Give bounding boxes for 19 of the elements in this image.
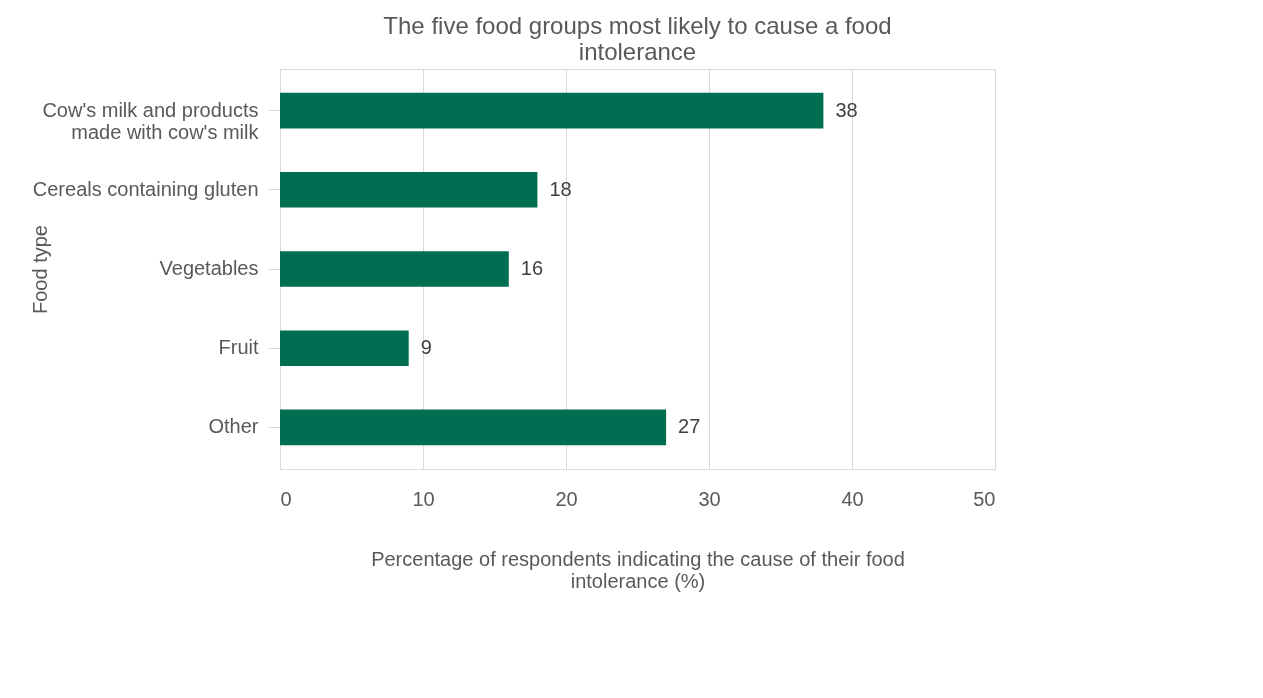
y-tick-label: Fruit (218, 336, 259, 359)
data-label: 16 (520, 257, 544, 279)
x-tick-label: 20 (555, 487, 578, 510)
y-tick-label: Cereals containing gluten (32, 177, 259, 200)
x-tick-label: 0 (280, 487, 292, 510)
y-tick-label: Cow's milk and products made with cow's milk (42, 98, 260, 143)
y-tick-label: Other (208, 415, 259, 438)
x-tick-label: 50 (973, 487, 996, 510)
data-label: 38 (835, 98, 858, 121)
x-tick-label: 10 (412, 487, 435, 510)
data-label: 27 (678, 415, 701, 438)
chart-title: The five food groups most likely to cause a food intolerance (383, 12, 892, 65)
data-label: 9 (420, 336, 432, 359)
x-tick-label: 30 (698, 487, 721, 510)
y-axis-title: Food type (28, 225, 51, 314)
x-axis-title: Percentage of respondents indicating the cause of their food intolerance (%) (371, 547, 905, 592)
y-tick-label: Vegetables (159, 257, 259, 279)
x-tick-label: 40 (841, 487, 864, 510)
data-label: 18 (549, 177, 572, 200)
